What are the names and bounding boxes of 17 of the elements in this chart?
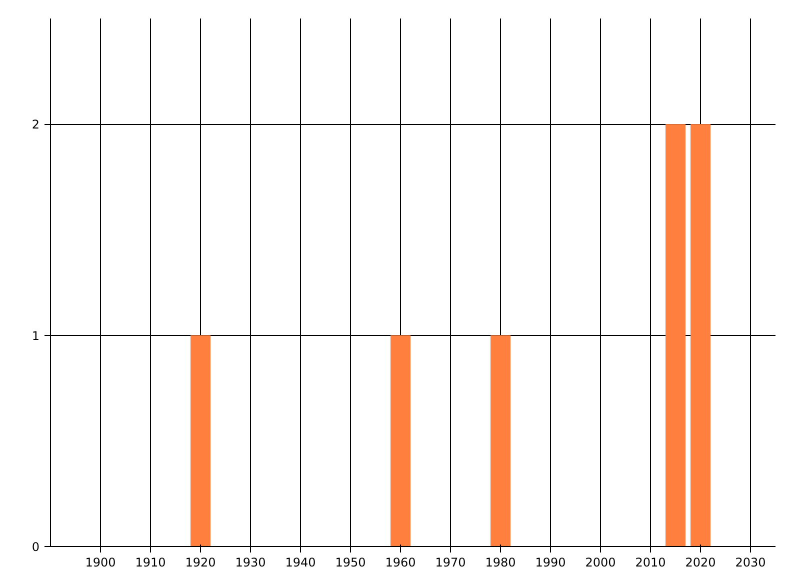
x-tick-label: 2010 — [635, 556, 666, 570]
x-tick-label: 2020 — [685, 556, 716, 570]
x-tick-label: 1990 — [535, 556, 566, 570]
y-tick-label: 0 — [32, 540, 40, 554]
x-tick-label: 2030 — [735, 556, 766, 570]
y-tick-label: 2 — [32, 118, 40, 132]
x-tick-label: 1950 — [335, 556, 366, 570]
x-tick-label: 1930 — [235, 556, 266, 570]
x-tick-label: 2000 — [585, 556, 616, 570]
x-tick-label: 1920 — [185, 556, 216, 570]
y-tick-label: 1 — [32, 328, 40, 343]
x-tick-label: 1980 — [485, 556, 516, 570]
x-tick-label: 1970 — [435, 556, 466, 570]
x-tick-label: 1960 — [385, 556, 416, 570]
x-tick-label: 1940 — [285, 556, 316, 570]
x-tick-label: 1910 — [135, 556, 166, 570]
x-tick-label: 1900 — [85, 556, 116, 570]
